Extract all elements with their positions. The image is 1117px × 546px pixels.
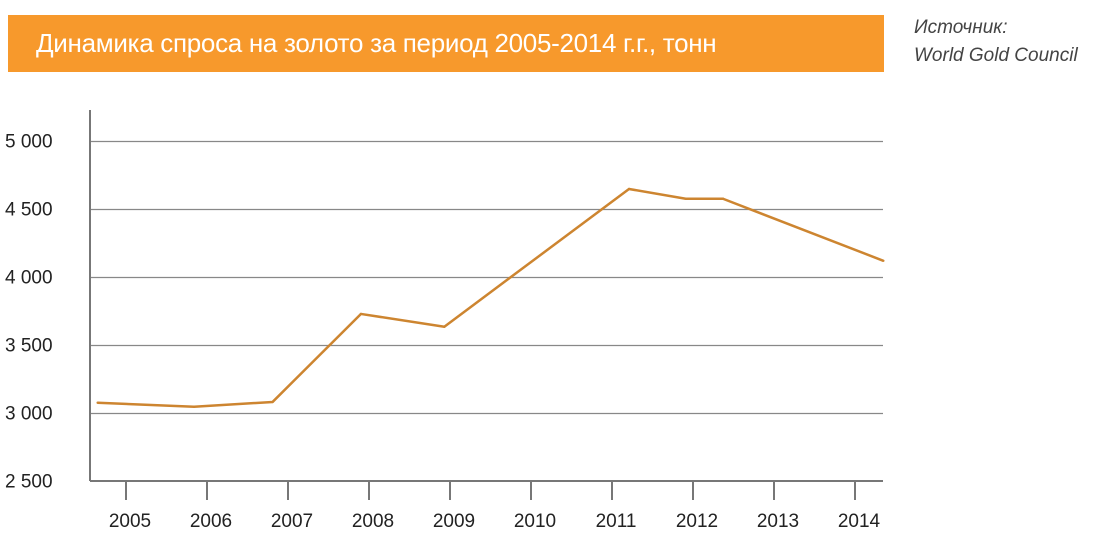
y-tick-label: 5 000 (5, 132, 53, 153)
data-point (271, 400, 274, 404)
data-point (443, 325, 446, 328)
y-tick-label: 3 500 (5, 336, 53, 357)
data-point (96, 401, 99, 404)
y-tick-label: 2 500 (5, 472, 53, 493)
x-tick-label: 2013 (757, 511, 799, 532)
x-tick-label: 2011 (596, 511, 637, 532)
x-tick-label: 2008 (352, 511, 394, 532)
x-tick-label: 2007 (271, 511, 313, 532)
y-tick-label: 4 500 (5, 200, 53, 221)
data-point (882, 259, 885, 262)
x-tick-label: 2005 (109, 511, 151, 532)
data-point (359, 312, 363, 316)
data-point (192, 405, 196, 408)
x-tick-label: 2009 (433, 511, 475, 532)
source-label: Источник: (914, 17, 1008, 38)
series-line (97, 187, 884, 408)
y-tick-label: 3 000 (5, 404, 53, 425)
chart-title: Динамика спроса на золото за период 2005… (36, 28, 717, 58)
source-note: Источник: World Gold Council (914, 14, 1078, 70)
data-point (721, 197, 725, 200)
y-tick-label: 4 000 (5, 268, 53, 289)
x-tick-label: 2014 (838, 511, 881, 532)
x-tick-label: 2006 (190, 511, 232, 532)
data-point (627, 187, 631, 191)
x-tick-label: 2010 (514, 511, 556, 532)
x-tick-label: 2012 (676, 511, 718, 532)
chart-title-bar: Динамика спроса на золото за период 2005… (8, 15, 884, 72)
source-name: World Gold Council (914, 45, 1078, 66)
data-point (684, 197, 687, 200)
